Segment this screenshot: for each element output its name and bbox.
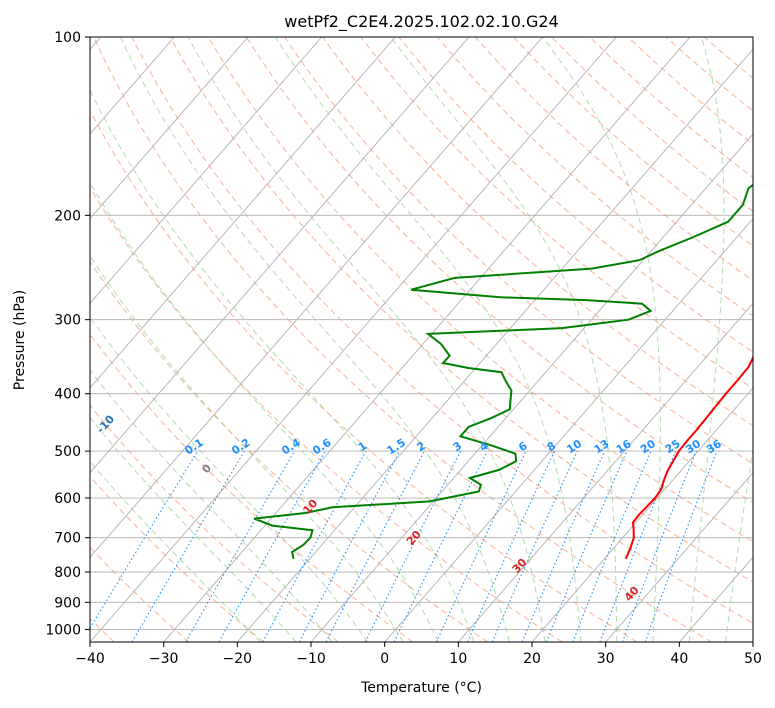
y-tick-label: 700 [54,531,81,547]
dry-adiabat-line [436,37,753,317]
mixing-ratio-line [545,450,628,642]
moist-adiabat-line [725,446,753,642]
mixing-ratio-line [90,450,199,630]
isotherm-line [531,387,753,642]
dry-adiabat-line [90,109,638,642]
moist-adiabat-line [90,316,369,642]
isotherm-line [90,37,249,220]
isotherm-line [163,37,691,642]
moist-adiabat-line [119,37,510,642]
dry-adiabat-line [169,37,753,583]
moist-adiabat-line [90,416,297,642]
y-tick-label: 300 [54,313,81,329]
mixing-ratio-line [572,450,652,642]
moist-adiabat-line [90,88,475,642]
mixing-ratio-line [621,450,697,642]
y-tick-label: 600 [54,491,81,507]
moist-adiabat-line [688,37,725,642]
sounding-profiles [253,183,753,560]
isotherm-line [236,48,753,642]
y-axis-label: Pressure (hPa) [12,290,28,390]
y-tick-label: 800 [54,565,81,581]
y-tick-label: 900 [54,595,81,611]
x-tick-label: −20 [223,651,253,667]
mixing-ratio-line [262,450,367,642]
x-tick-label: 0 [380,651,389,667]
moist-adiabat-line [542,37,661,642]
moist-adiabat-line [90,181,439,642]
x-axis-label: Temperature (°C) [360,680,482,696]
chart-title: wetPf2_C2E4.2025.102.02.10.G24 [284,12,558,32]
dry-adiabat-line [131,37,753,624]
moist-adiabat-line [274,37,582,642]
dewpoint-profile-line [253,183,753,560]
isotherms [90,37,753,642]
dry-adiabat-line [398,37,753,353]
x-tick-label: −40 [75,651,105,667]
dry-adiabat-line [90,546,190,642]
x-tick-label: 50 [744,651,762,667]
y-tick-label: 400 [54,387,81,403]
moist-adiabat-line [90,369,333,642]
x-tick-label: 30 [597,651,615,667]
y-tick-label: 200 [54,208,81,224]
x-tick-label: 20 [523,651,541,667]
plot-area: 0.10.20.40.611.52346810131620253036-100-… [90,37,753,642]
dry-adiabat-line [90,475,264,642]
temperature-profile-line [624,355,753,560]
isotherm-line [90,37,470,474]
isotherm-line [90,37,544,559]
moist-adiabat-line [187,37,546,642]
isotherm-line [90,37,617,642]
isotherm-line [90,37,396,389]
mixing-ratio-lines [90,450,718,642]
x-tick-label: 10 [449,651,467,667]
dry-adiabat-line [90,404,339,642]
pressure-gridlines [90,37,753,630]
isotherm-line [384,217,753,642]
y-tick-label: 1000 [45,622,81,638]
moist-adiabat-line [90,254,404,642]
isotherm-line [605,471,753,642]
mixing-ratio-line [599,450,677,642]
mixing-ratio-line [644,450,718,642]
x-axis-ticks: −40 −30 −20 −10 0 10 20 30 40 50 [75,642,762,667]
y-axis-ticks: 100 200 300 400 500 600 700 800 900 1000 [45,30,90,638]
dry-adiabat-line [90,260,488,642]
y-tick-label: 100 [54,30,81,46]
x-tick-label: −10 [296,651,326,667]
isotherm-line [310,133,753,642]
plot-frame [89,36,754,643]
mixing-ratio-line [298,450,401,642]
mixing-ratio-line [364,450,462,642]
x-tick-label: −30 [149,651,179,667]
isotherm-line [457,302,753,642]
dry-adiabat-line [245,37,753,503]
mixing-ratio-line [491,450,578,642]
y-tick-label: 500 [54,444,81,460]
dry-adiabat-line [90,186,563,642]
mixing-ratio-line [218,450,326,642]
dry-adiabat-line [93,37,712,642]
isotherm-line [90,37,323,304]
x-tick-label: 40 [670,651,688,667]
dry-adiabats [90,37,753,642]
mixing-ratio-line [521,450,606,642]
